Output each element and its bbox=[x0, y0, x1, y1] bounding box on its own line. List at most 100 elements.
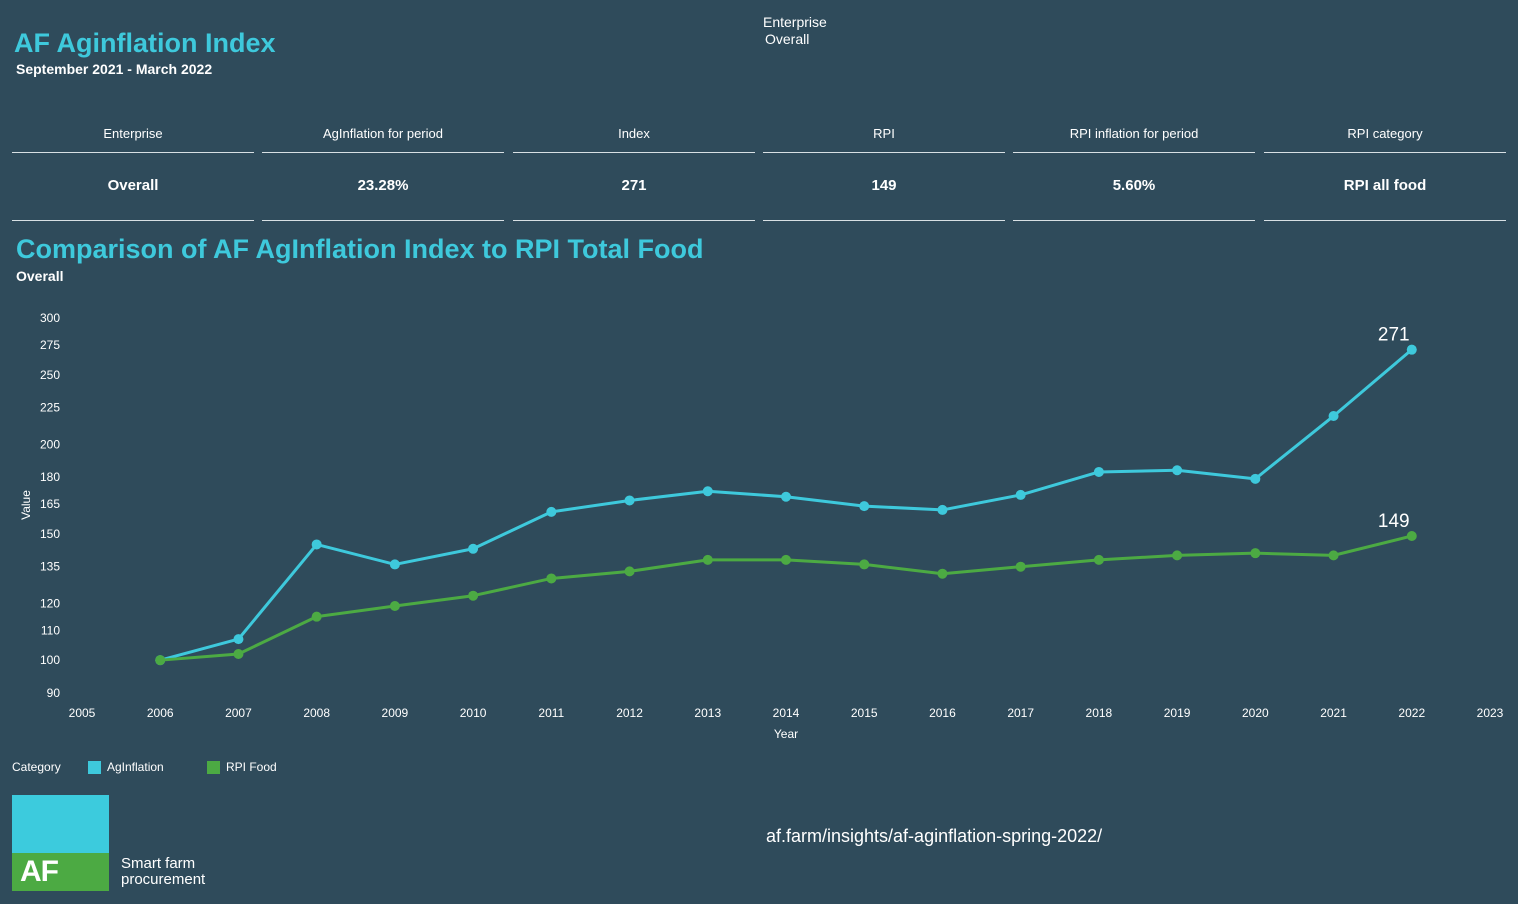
kpi-header: RPI category bbox=[1347, 126, 1423, 141]
x-tick-label: 2013 bbox=[694, 706, 721, 720]
data-point-rpi-food[interactable] bbox=[1250, 548, 1261, 559]
data-point-rpi-food[interactable] bbox=[781, 554, 791, 565]
data-point-aginflation[interactable] bbox=[937, 504, 948, 515]
data-point-aginflation[interactable] bbox=[468, 543, 479, 554]
logo-block-bottom bbox=[12, 853, 109, 891]
x-tick-label: 2007 bbox=[225, 706, 252, 720]
y-tick-label: 100 bbox=[40, 653, 60, 667]
legend-swatch bbox=[207, 760, 220, 774]
legend-item-aginflation[interactable]: AgInflation bbox=[88, 760, 164, 774]
data-point-rpi-food[interactable] bbox=[546, 573, 557, 584]
y-tick-label: 120 bbox=[40, 596, 60, 610]
y-tick-label: 225 bbox=[40, 401, 60, 415]
y-tick-label: 90 bbox=[47, 686, 61, 700]
data-point-rpi-food[interactable] bbox=[702, 554, 713, 565]
data-point-rpi-food[interactable] bbox=[859, 559, 870, 570]
x-tick-label: 2016 bbox=[929, 706, 956, 720]
divider bbox=[513, 220, 755, 221]
kpi-header: Index bbox=[618, 126, 650, 141]
source-url[interactable]: af.farm/insights/af-aginflation-spring-2… bbox=[766, 826, 1103, 846]
divider bbox=[763, 152, 1005, 153]
y-axis-title: Value bbox=[19, 490, 33, 520]
x-tick-label: 2023 bbox=[1477, 706, 1504, 720]
series-group: 271 149 bbox=[155, 325, 1417, 666]
data-point-aginflation[interactable] bbox=[1406, 344, 1417, 355]
x-tick-label: 2005 bbox=[69, 706, 96, 720]
legend-label: AgInflation bbox=[107, 760, 164, 774]
x-tick-label: 2008 bbox=[303, 706, 330, 720]
legend-item-rpi-food[interactable]: RPI Food bbox=[207, 760, 277, 774]
data-point-rpi-food[interactable] bbox=[311, 611, 322, 622]
x-tick-label: 2010 bbox=[460, 706, 487, 720]
kpi-header: RPI inflation for period bbox=[1069, 126, 1199, 141]
y-tick-label: 180 bbox=[40, 470, 60, 484]
y-tick-label: 165 bbox=[40, 497, 60, 511]
af-logo: AF Smart farm procurement bbox=[12, 795, 236, 895]
data-point-aginflation[interactable] bbox=[1328, 411, 1339, 422]
kpi-value: 5.60% bbox=[1112, 177, 1156, 194]
x-tick-label: 2020 bbox=[1242, 706, 1269, 720]
y-tick-label: 250 bbox=[40, 368, 60, 382]
kpi-value: Overall bbox=[107, 177, 159, 194]
divider bbox=[1264, 152, 1506, 153]
data-point-aginflation[interactable] bbox=[311, 539, 322, 550]
divider bbox=[262, 152, 504, 153]
y-tick-label: 300 bbox=[40, 311, 60, 325]
page-title: AF Aginflation Index bbox=[14, 28, 276, 58]
x-tick-label: 2006 bbox=[147, 706, 174, 720]
data-point-aginflation[interactable] bbox=[1015, 489, 1026, 500]
data-point-aginflation[interactable] bbox=[1250, 473, 1261, 484]
kpi-value: RPI all food bbox=[1343, 177, 1427, 194]
enterprise-filter-value[interactable]: Overall bbox=[765, 31, 810, 47]
legend-swatch bbox=[88, 760, 101, 774]
data-point-rpi-food[interactable] bbox=[155, 655, 166, 666]
y-tick-label: 200 bbox=[40, 437, 60, 451]
y-tick-label: 275 bbox=[40, 338, 60, 352]
data-point-rpi-food[interactable] bbox=[1015, 561, 1026, 572]
divider bbox=[1013, 152, 1255, 153]
kpi-value: 149 bbox=[871, 177, 897, 194]
divider bbox=[1013, 220, 1255, 221]
data-point-aginflation[interactable] bbox=[624, 495, 635, 506]
data-point-rpi-food[interactable] bbox=[1328, 550, 1339, 561]
divider bbox=[262, 220, 504, 221]
y-tick-label: 135 bbox=[40, 560, 60, 574]
x-tick-label: 2015 bbox=[851, 706, 878, 720]
divider bbox=[513, 152, 755, 153]
data-point-aginflation[interactable] bbox=[781, 491, 791, 502]
logo-tagline: procurement bbox=[121, 871, 206, 888]
kpi-header: RPI bbox=[873, 126, 895, 141]
data-point-aginflation[interactable] bbox=[233, 634, 244, 645]
data-point-rpi-food[interactable] bbox=[624, 566, 635, 577]
x-tick-label: 2009 bbox=[382, 706, 409, 720]
data-point-rpi-food[interactable] bbox=[1093, 554, 1104, 565]
series-line-rpi-food[interactable] bbox=[160, 534, 1413, 662]
data-point-aginflation[interactable] bbox=[1093, 466, 1104, 477]
data-point-aginflation[interactable] bbox=[1172, 465, 1183, 476]
end-value-label-aginflation: 271 bbox=[1378, 325, 1410, 346]
enterprise-filter-label: Enterprise bbox=[763, 14, 827, 30]
data-point-rpi-food[interactable] bbox=[389, 601, 400, 612]
x-axis-title: Year bbox=[774, 727, 798, 741]
x-tick-label: 2012 bbox=[616, 706, 643, 720]
divider bbox=[12, 152, 254, 153]
data-point-rpi-food[interactable] bbox=[468, 590, 479, 601]
logo-tagline: Smart farm bbox=[121, 855, 196, 872]
kpi-value: 23.28% bbox=[357, 177, 409, 194]
data-point-aginflation[interactable] bbox=[546, 506, 557, 517]
x-tick-label: 2022 bbox=[1398, 706, 1425, 720]
data-point-rpi-food[interactable] bbox=[937, 568, 948, 579]
x-tick-label: 2019 bbox=[1164, 706, 1191, 720]
data-point-rpi-food[interactable] bbox=[1172, 550, 1183, 561]
legend-label: RPI Food bbox=[226, 760, 277, 774]
data-point-rpi-food[interactable] bbox=[233, 649, 244, 660]
line-chart[interactable]: 90 100 110 120 135 150 165 180 200 225 250 275 300 2… bbox=[0, 290, 1518, 750]
divider bbox=[12, 220, 254, 221]
kpi-header: AgInflation for period bbox=[323, 126, 443, 141]
x-tick-label: 2018 bbox=[1086, 706, 1113, 720]
data-point-aginflation[interactable] bbox=[702, 486, 713, 497]
data-point-aginflation[interactable] bbox=[859, 501, 870, 512]
divider bbox=[763, 220, 1005, 221]
data-point-aginflation[interactable] bbox=[389, 559, 400, 570]
data-point-rpi-food[interactable] bbox=[1406, 530, 1417, 541]
